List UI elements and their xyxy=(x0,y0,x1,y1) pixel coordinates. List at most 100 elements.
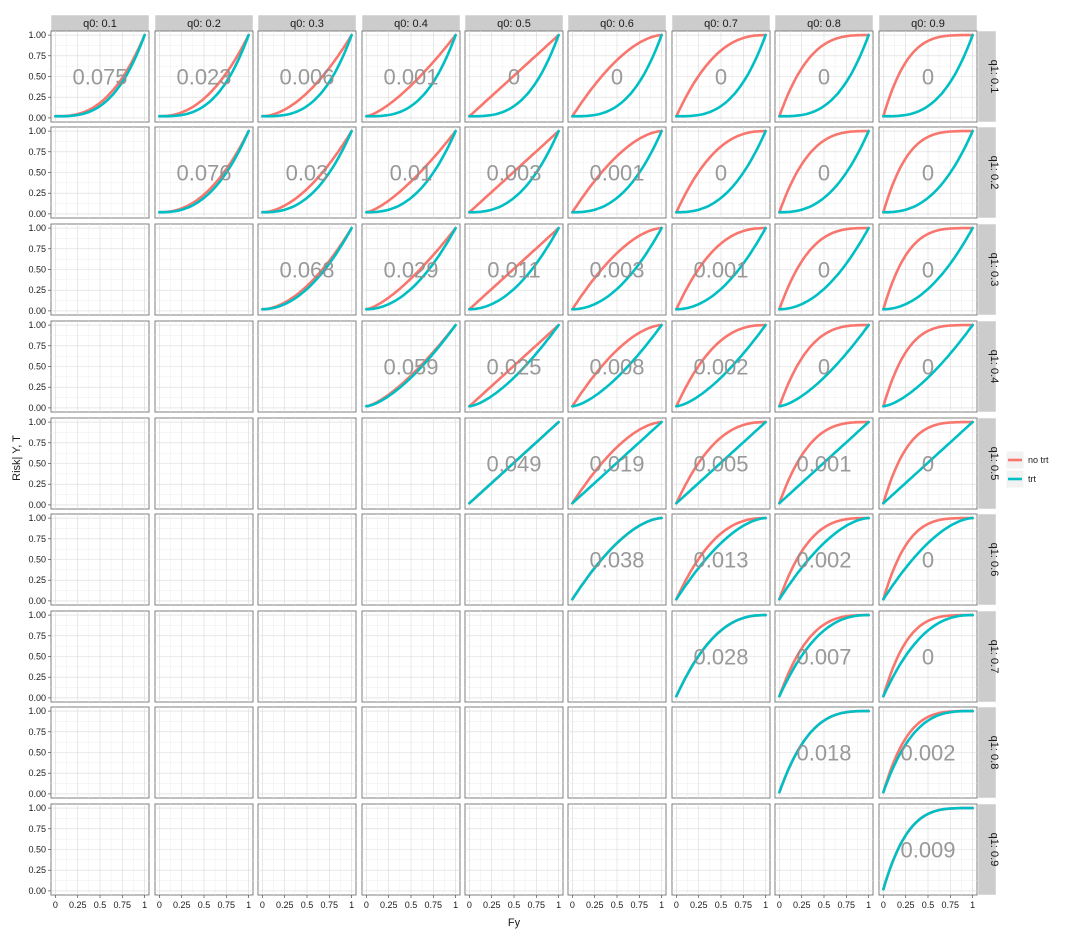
series-trt-line xyxy=(571,129,663,214)
panel-annotation: 0 xyxy=(715,161,727,186)
series-trt-line xyxy=(468,420,560,505)
series-no-trt-line xyxy=(675,129,767,214)
x-tick-label: 0.5 xyxy=(508,900,521,910)
x-tick-label: 0.75 xyxy=(735,900,753,910)
x-tick-label: 0.75 xyxy=(528,900,546,910)
series-no-trt-line xyxy=(468,323,560,408)
y-tick-label: 0.00 xyxy=(28,113,46,123)
y-tick-label: 0.00 xyxy=(28,306,46,316)
y-tick-label: 0.25 xyxy=(28,865,46,875)
facet-row-label: q1: 0.7 xyxy=(988,640,1000,674)
y-tick-label: 0.25 xyxy=(28,479,46,489)
y-tick-label: 0.50 xyxy=(28,168,46,178)
facet-strip-row xyxy=(977,223,997,316)
y-tick-label: 1.00 xyxy=(28,706,46,716)
series-no-trt-line xyxy=(261,33,353,118)
x-tick-label: 0.5 xyxy=(198,900,211,910)
series-trt-line xyxy=(675,33,767,118)
facet-strip-row xyxy=(977,513,997,606)
y-tick-label: 0.00 xyxy=(28,403,46,413)
legend: no trt trt xyxy=(1005,450,1049,489)
panel-annotation: 0.005 xyxy=(693,452,748,477)
y-tick-label: 0.50 xyxy=(28,845,46,855)
panel-annotation: 0.049 xyxy=(486,452,541,477)
series-trt-line xyxy=(778,709,870,794)
y-tick-label: 0.50 xyxy=(28,362,46,372)
x-tick-label: 0.75 xyxy=(321,900,339,910)
x-tick-label: 0 xyxy=(467,900,472,910)
x-tick-label: 0.5 xyxy=(94,900,107,910)
series-no-trt-line xyxy=(778,226,870,311)
series-no-trt-line xyxy=(675,33,767,118)
y-tick-label: 1.00 xyxy=(28,320,46,330)
x-tick-label: 1 xyxy=(556,900,561,910)
y-tick-label: 1.00 xyxy=(28,30,46,40)
x-tick-label: 1 xyxy=(246,900,251,910)
x-tick-label: 0.5 xyxy=(405,900,418,910)
series-trt-line xyxy=(365,129,457,214)
y-tick-label: 0.25 xyxy=(28,92,46,102)
panel-annotation: 0 xyxy=(818,258,830,283)
y-tick-label: 0.75 xyxy=(28,438,46,448)
panel-annotation: 0.007 xyxy=(796,645,851,670)
series-no-trt-line xyxy=(675,226,767,311)
panel-annotation: 0.018 xyxy=(796,741,851,766)
x-tick-label: 0.75 xyxy=(838,900,856,910)
facet-strip-row xyxy=(977,417,997,510)
panel-annotation: 0.008 xyxy=(589,355,644,380)
panel-annotation: 0 xyxy=(818,355,830,380)
x-tick-label: 0.25 xyxy=(483,900,501,910)
y-tick-label: 0.00 xyxy=(28,209,46,219)
series-no-trt-line xyxy=(882,323,974,408)
series-no-trt-line xyxy=(571,420,663,505)
facet-row-label: q1: 0.9 xyxy=(988,833,1000,867)
x-tick-label: 0.75 xyxy=(425,900,443,910)
series-trt-line xyxy=(571,516,663,601)
series-no-trt-line xyxy=(882,420,974,505)
facet-grid: q0: 0.1 q0: 0.2 q0: 0.3 q0: 0.4 q0: 0.5 q0: 0… xyxy=(28,14,1000,910)
x-tick-label: 1 xyxy=(970,900,975,910)
y-tick-label: 0.25 xyxy=(28,768,46,778)
facet-strip-row xyxy=(977,610,997,703)
series-no-trt-line xyxy=(261,129,353,214)
panel-annotation: 0.038 xyxy=(589,548,644,573)
series-trt-line xyxy=(882,33,974,118)
series-no-trt-line xyxy=(675,516,767,601)
y-tick-label: 0.00 xyxy=(28,693,46,703)
series-no-trt-line xyxy=(882,516,974,601)
x-axis-title: Fy xyxy=(508,917,521,929)
series-trt-line xyxy=(882,709,974,794)
panel-annotation: 0.028 xyxy=(693,645,748,670)
panel-annotation: 0.03 xyxy=(286,161,329,186)
y-tick-label: 1.00 xyxy=(28,610,46,620)
y-tick-label: 0.25 xyxy=(28,188,46,198)
series-trt-line xyxy=(468,129,560,214)
facet-row-label: q1: 0.4 xyxy=(988,350,1000,384)
series-trt-line xyxy=(158,33,250,118)
x-tick-label: 0 xyxy=(570,900,575,910)
x-tick-label: 0.5 xyxy=(301,900,314,910)
x-tick-label: 0.25 xyxy=(380,900,398,910)
series-no-trt-line xyxy=(882,33,974,118)
y-tick-label: 0.50 xyxy=(28,748,46,758)
y-axis-title: Risk| Y, T xyxy=(11,435,23,481)
series-no-trt-line xyxy=(882,226,974,311)
panel-annotation: 0 xyxy=(922,258,934,283)
series-trt-line xyxy=(882,323,974,408)
facet-col-label: q0: 0.4 xyxy=(394,18,428,30)
x-tick-label: 0.25 xyxy=(793,900,811,910)
series-trt-line xyxy=(261,33,353,118)
series-trt-line xyxy=(261,226,353,311)
x-tick-label: 0.75 xyxy=(114,900,132,910)
facet-strip-row xyxy=(977,706,997,799)
x-tick-label: 1 xyxy=(763,900,768,910)
series-trt-line xyxy=(882,226,974,311)
y-tick-label: 0.25 xyxy=(28,285,46,295)
series-no-trt-line xyxy=(571,226,663,311)
series-no-trt-line xyxy=(778,129,870,214)
y-tick-label: 1.00 xyxy=(28,223,46,233)
y-tick-label: 0.25 xyxy=(28,672,46,682)
series-trt-line xyxy=(778,33,870,118)
panel-annotation: 0.076 xyxy=(176,161,231,186)
panel-annotation: 0 xyxy=(508,65,520,90)
